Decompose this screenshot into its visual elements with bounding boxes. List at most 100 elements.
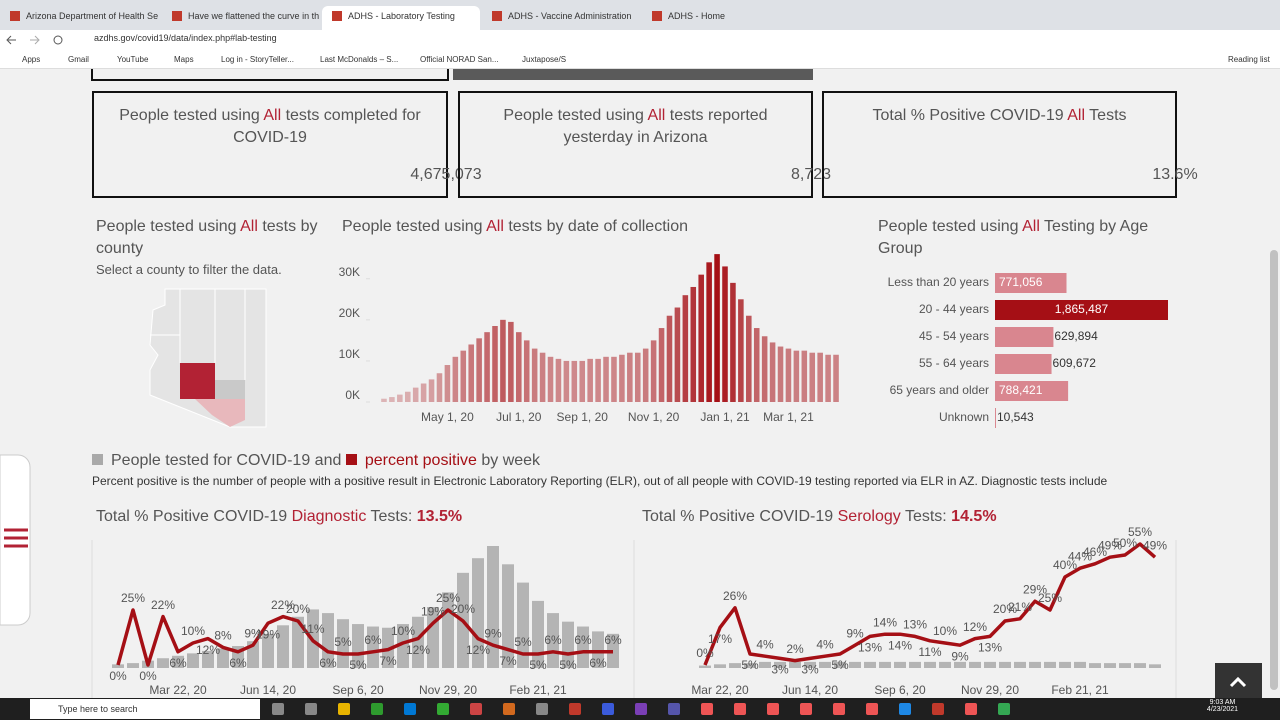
taskbar-icon[interactable] [371,703,383,715]
value-label: 6% [544,633,562,647]
value-label: 13% [858,641,882,655]
tab[interactable]: ADHS - Vaccine Administration [482,6,640,30]
tested-bar [547,613,559,668]
taskbar-icon[interactable] [734,703,746,715]
value-label: 44% [1068,549,1092,563]
bookmark[interactable]: Maps [174,55,194,64]
title-part: People tested using [342,218,487,235]
value-label: 6% [229,656,247,670]
taskbar-icon[interactable] [767,703,779,715]
value-label: 629,894 [1054,329,1098,343]
tested-bar [202,650,214,668]
tab[interactable]: Arizona Department of Health Se [0,6,158,30]
tab[interactable]: Have we flattened the curve in th [162,6,320,30]
bar [428,379,435,402]
side-menu[interactable] [0,454,31,626]
bookmark[interactable]: YouTube [117,55,149,64]
taskbar-icon[interactable] [470,703,482,715]
tested-bar [804,661,816,668]
menu-icon[interactable] [4,528,28,548]
taskbar-icon[interactable] [569,703,581,715]
bar [452,356,459,402]
tab[interactable]: ADHS - Laboratory Testing [322,6,480,30]
bookmark[interactable]: Log in - StoryTeller... [221,55,294,64]
tab[interactable]: ADHS - Home [642,6,800,30]
tested-bar [502,564,514,668]
value-label: 14% [873,615,897,629]
taskbar-icon[interactable] [272,703,284,715]
taskbar-icon[interactable] [965,703,977,715]
taskbar-icon[interactable] [437,703,449,715]
bar [817,352,823,402]
title-part: Total % Positive COVID-19 [872,107,1068,124]
url[interactable]: azdhs.gov/covid19/data/index.php#lab-tes… [94,33,277,43]
reading-list[interactable]: Reading list [1228,55,1270,64]
tested-bar [1074,661,1086,668]
value-label: 6% [169,656,187,670]
taskbar-icon[interactable] [404,703,416,715]
taskbar-icon[interactable] [932,703,944,715]
county-subtitle: Select a county to filter the data. [96,262,282,277]
value-label: 12% [963,620,987,634]
address-bar [0,30,1280,50]
taskbar-icon[interactable] [668,703,680,715]
taskbar-icon[interactable] [536,703,548,715]
county-region[interactable] [215,380,245,399]
bookmark[interactable]: Gmail [68,55,89,64]
taskbar-icon[interactable] [338,703,350,715]
taskbar-icon[interactable] [602,703,614,715]
value-label: 40% [1053,558,1077,572]
taskbar-icon[interactable] [899,703,911,715]
bookmark[interactable]: Apps [22,55,41,64]
nav-buttons[interactable] [0,30,80,50]
value-label: 19% [421,604,445,618]
x-tick-label: Mar 22, 20 [691,683,749,697]
bookmark[interactable]: Official NORAD San... [420,55,499,64]
tested-bar [532,600,544,668]
kpi-value: 13.6% [1152,166,1198,183]
category-label: 45 - 54 years [919,329,989,343]
tested-bar [262,633,274,668]
county-selected[interactable] [180,363,215,399]
title-part: People tested using [878,218,1023,235]
bar [674,307,681,402]
bookmark[interactable]: Last McDonalds – S... [320,55,399,64]
county-title: People tested using All tests by county [96,216,326,260]
tested-bar [864,661,876,668]
value-label: 26% [723,589,747,603]
bookmark[interactable]: Juxtapose/S [522,55,567,64]
bar [833,354,839,402]
value-label: 25% [121,591,145,605]
search-text[interactable]: Type here to search [58,704,138,714]
taskbar-icon[interactable] [866,703,878,715]
taskbar-icon[interactable] [305,703,317,715]
tab-title: Have we flattened the curve in th [188,11,320,21]
taskbar-icon[interactable] [701,703,713,715]
value-label: 46% [1083,545,1107,559]
value-label: 10% [181,624,205,638]
value-label: 22% [271,598,295,612]
taskbar-icon[interactable] [833,703,845,715]
panel-edge [453,68,813,80]
taskbar-icon[interactable] [635,703,647,715]
scroll-top-button[interactable] [1215,663,1262,703]
tab-title: ADHS - Home [668,11,726,21]
value-label: 6% [364,633,382,647]
county-map[interactable] [149,288,267,428]
scroll-thumb[interactable] [1270,250,1278,690]
taskbar-icon[interactable] [998,703,1010,715]
value-label: 21% [1008,600,1032,614]
taskbar-icon[interactable] [800,703,812,715]
bar [611,356,617,402]
percent-line [703,542,1157,666]
value-label: 17% [708,632,732,646]
legend-label: percent positive [364,452,477,469]
title-part: People tested using [96,218,241,235]
value-label: 5% [334,635,352,649]
county-region[interactable] [195,399,245,427]
taskbar-icon[interactable] [503,703,515,715]
bar [468,344,474,402]
x-tick-label: Feb 21, 21 [509,683,567,697]
bar [412,387,419,402]
search-box[interactable] [30,699,260,719]
